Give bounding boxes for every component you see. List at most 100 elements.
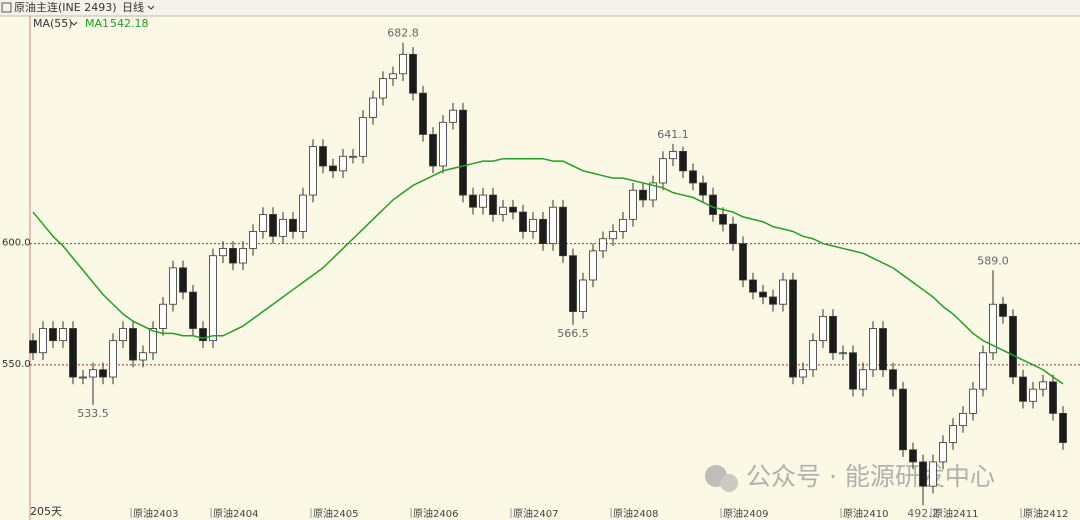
candle-body xyxy=(39,328,47,354)
indicator-label[interactable]: MA(55) xyxy=(33,17,73,30)
candle-body xyxy=(709,194,717,215)
candle-body xyxy=(139,352,147,361)
candle-body xyxy=(439,121,447,167)
y-tick-label: 550.0 xyxy=(2,359,31,370)
candle-body xyxy=(479,194,487,208)
candle-body xyxy=(649,182,657,201)
indicator-dropdown[interactable] xyxy=(70,21,78,26)
candle-body xyxy=(559,206,567,257)
candle-body xyxy=(99,369,107,378)
candle-body xyxy=(409,53,417,94)
candle-body xyxy=(909,449,917,463)
candle-body xyxy=(269,214,277,237)
day-count: 205天 xyxy=(30,505,62,518)
candle-body xyxy=(369,97,377,118)
candle-body xyxy=(129,328,137,361)
candle-body xyxy=(289,218,297,232)
candle-body xyxy=(679,151,687,172)
candle-body xyxy=(489,194,497,215)
candle-body xyxy=(449,109,457,123)
candle-body xyxy=(859,369,867,390)
candle-body xyxy=(69,328,77,378)
candle-body xyxy=(529,218,537,232)
candle-body xyxy=(349,155,357,158)
candle-body xyxy=(419,92,427,135)
candle-body xyxy=(689,170,697,184)
x-tick-label: 原油2404 xyxy=(213,507,258,520)
candle-body xyxy=(339,155,347,172)
candle-body xyxy=(119,328,127,342)
candle-body xyxy=(619,218,627,232)
candle-body xyxy=(359,117,367,157)
candle-body xyxy=(149,328,157,354)
candle-body xyxy=(739,243,747,281)
x-tick-label: 原油2412 xyxy=(1023,507,1068,520)
candle-body xyxy=(219,248,227,257)
legend-label: MA1 xyxy=(85,17,109,30)
candle-body xyxy=(389,73,397,80)
candle-body xyxy=(889,369,897,390)
candle-body xyxy=(499,206,507,215)
extreme-label: 566.5 xyxy=(557,327,589,340)
watermark: 公众号 · 能源研发中心 xyxy=(705,462,995,492)
candle-body xyxy=(209,255,217,342)
candle-body xyxy=(309,146,317,196)
candle-body xyxy=(839,352,847,355)
candle-body xyxy=(429,134,437,167)
candle-body xyxy=(569,255,577,312)
watermark-text: 公众号 · 能源研发中心 xyxy=(746,462,995,491)
candle-body xyxy=(509,206,517,213)
candle-body xyxy=(779,279,787,305)
candle-body xyxy=(599,238,607,252)
candle-body xyxy=(639,189,647,201)
period[interactable]: 日线 xyxy=(122,0,144,14)
candle-body xyxy=(549,206,557,244)
candle-body xyxy=(1059,412,1067,443)
candle-body xyxy=(719,214,727,225)
candle-body xyxy=(59,328,67,342)
candle-body xyxy=(849,352,857,390)
candle-body xyxy=(329,165,337,172)
candle-body xyxy=(669,151,677,160)
candle-body xyxy=(89,369,97,378)
candle-body xyxy=(379,78,387,99)
candle-body xyxy=(769,296,777,305)
candle-body xyxy=(159,303,167,329)
candle-body xyxy=(299,194,307,232)
candle-body xyxy=(959,412,967,426)
candle-body xyxy=(969,388,977,414)
candle-body xyxy=(259,214,267,232)
candle-body xyxy=(929,461,937,487)
chart-title: 原油主连(INE 2493) xyxy=(14,0,117,14)
candle-body xyxy=(789,279,797,378)
watermark-icon xyxy=(720,474,738,492)
candle-body xyxy=(29,340,37,354)
candle-body xyxy=(919,461,927,487)
candle-body xyxy=(179,267,187,293)
candle-body xyxy=(939,442,947,463)
candle-body xyxy=(809,340,817,371)
candle-body xyxy=(879,328,887,371)
candle-body xyxy=(989,303,997,354)
legend-value: 542.18 xyxy=(110,17,149,30)
x-tick-label: 原油2407 xyxy=(513,507,558,520)
candle-body xyxy=(699,182,707,196)
candle-body xyxy=(729,223,737,244)
extreme-label: 641.1 xyxy=(657,128,689,141)
candle-body xyxy=(249,231,257,249)
header-bar xyxy=(0,0,1080,16)
x-tick-label: 原油2405 xyxy=(313,507,358,520)
candle-body xyxy=(899,388,907,451)
candle-body xyxy=(749,279,757,293)
candle-body xyxy=(399,53,407,75)
candle-body xyxy=(1019,376,1027,402)
extreme-label: 533.5 xyxy=(77,407,109,420)
x-tick-label: 原油2406 xyxy=(413,507,458,520)
header-icon xyxy=(1,2,12,13)
candle-body xyxy=(869,328,877,371)
extreme-label: 492.2 xyxy=(907,507,939,520)
candle-body xyxy=(49,328,57,342)
period-dropdown[interactable] xyxy=(147,5,155,10)
